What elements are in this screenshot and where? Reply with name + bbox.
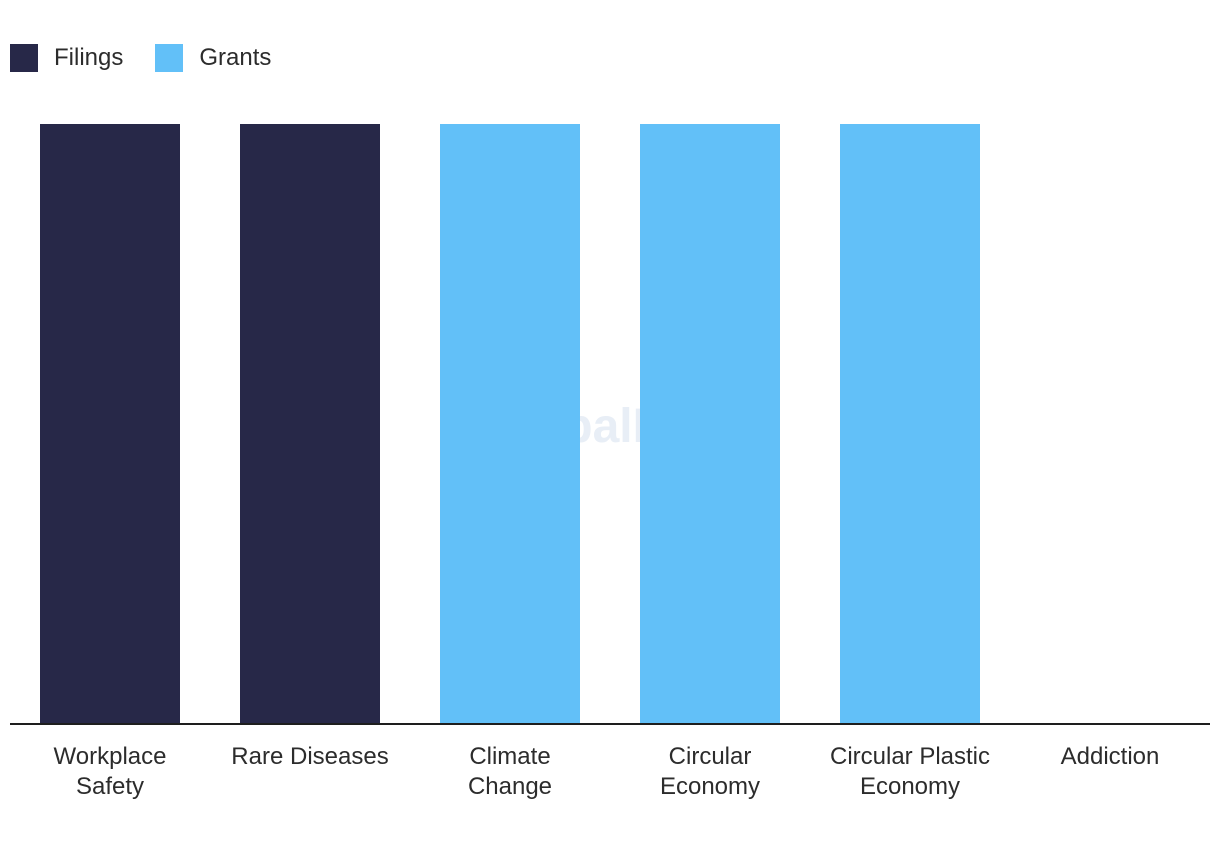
chart-legend: Filings Grants <box>10 44 271 72</box>
x-tick-label-line: Climate <box>469 743 550 770</box>
x-tick-label-3: Circular Economy <box>660 743 760 800</box>
x-tick-label-line: Economy <box>660 773 760 800</box>
x-tick-label-1: Rare Diseases <box>231 743 388 770</box>
legend-item-grants[interactable]: Grants <box>155 44 271 72</box>
x-tick-label-5: Addiction <box>1061 743 1160 770</box>
x-tick-labels: Workplace Safety Rare Diseases Climate Chang… <box>54 743 1160 800</box>
bars-group <box>40 124 980 724</box>
legend-swatch-grants <box>155 44 184 72</box>
x-tick-label-line: Safety <box>76 773 144 800</box>
x-tick-label-line: Rare Diseases <box>231 743 388 770</box>
bar-filings-1[interactable] <box>240 124 380 724</box>
legend-item-filings[interactable]: Filings <box>10 44 123 72</box>
bar-filings-0[interactable] <box>40 124 180 724</box>
x-tick-label-line: Economy <box>860 773 960 800</box>
bar-grants-2[interactable] <box>440 124 580 724</box>
x-tick-label-line: Workplace <box>54 743 167 770</box>
x-tick-label-line: Circular <box>669 743 752 770</box>
bar-grants-3[interactable] <box>640 124 780 724</box>
legend-label-grants: Grants <box>199 44 272 71</box>
x-tick-label-4: Circular Plastic Economy <box>830 743 990 800</box>
x-tick-label-line: Circular Plastic <box>830 743 990 770</box>
x-tick-label-2: Climate Change <box>468 743 552 800</box>
legend-label-filings: Filings <box>54 44 124 71</box>
x-tick-label-line: Addiction <box>1061 743 1160 770</box>
bar-grants-4[interactable] <box>840 124 980 724</box>
x-tick-label-0: Workplace Safety <box>54 743 167 800</box>
legend-swatch-filings <box>10 44 38 72</box>
x-tick-label-line: Change <box>468 773 552 800</box>
